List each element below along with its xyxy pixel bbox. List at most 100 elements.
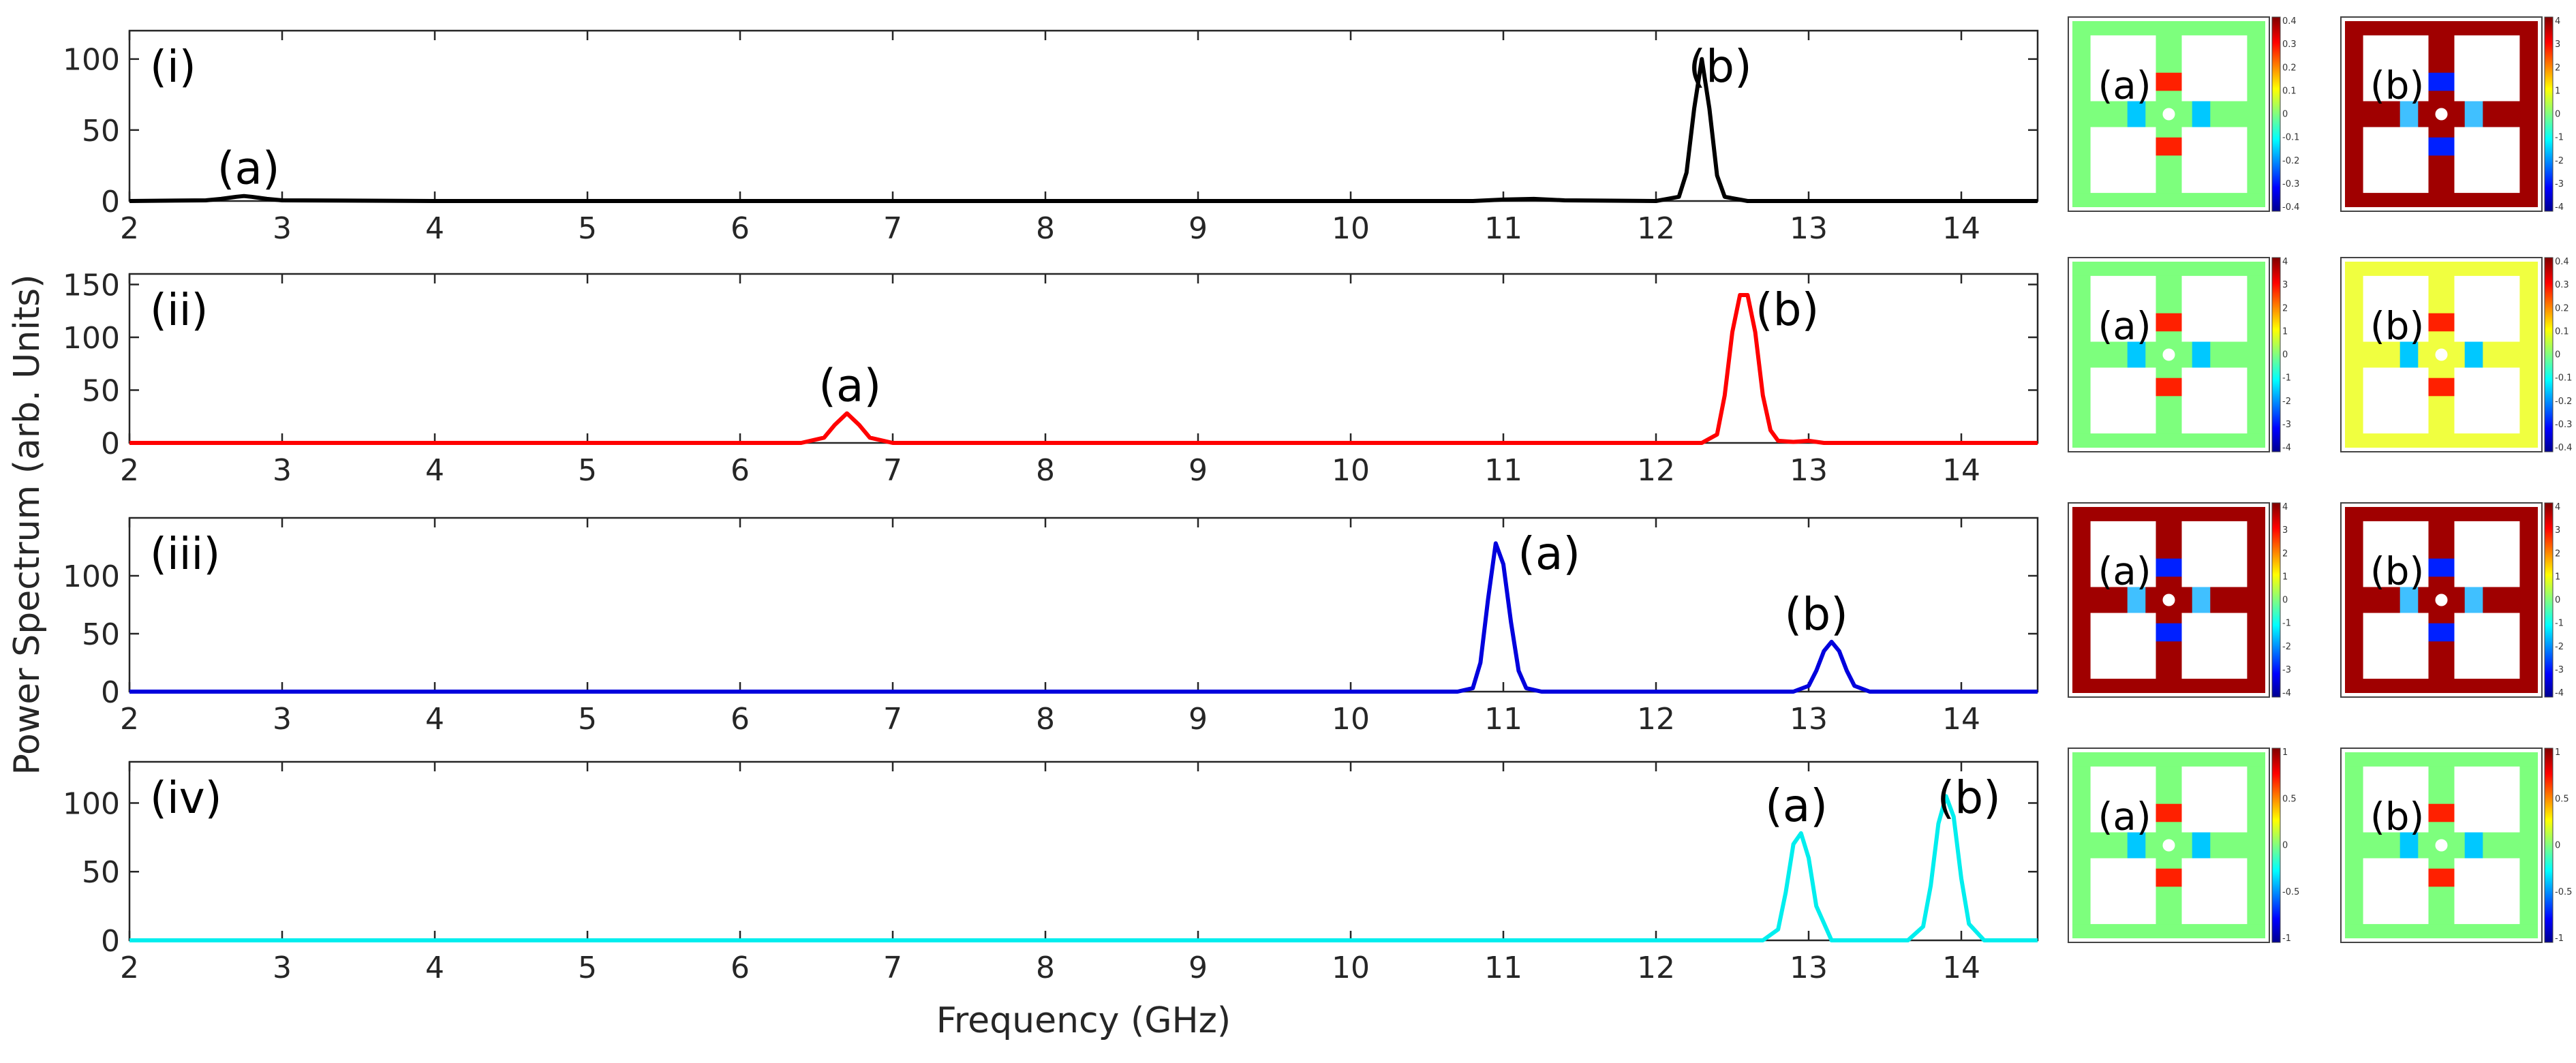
series-line	[129, 794, 2038, 942]
map-arm	[2072, 433, 2265, 448]
map-node	[2435, 108, 2448, 121]
x-tick-label: 7	[883, 702, 902, 737]
map-label: (a)	[2098, 795, 2151, 839]
map-arm	[2345, 193, 2538, 207]
colorbar-tick-label: -3	[2282, 420, 2291, 430]
colorbar-tick-label: -4	[2282, 688, 2291, 698]
colorbar-tick-label: -3	[2282, 665, 2291, 675]
x-tick-label: 7	[883, 453, 902, 488]
map-arm	[2072, 507, 2091, 693]
panel-label: (iii)	[150, 529, 220, 580]
map-arm	[2072, 21, 2091, 207]
map-node	[2162, 108, 2175, 121]
x-tick-label: 8	[1036, 702, 1055, 737]
map-lobe	[2156, 623, 2182, 642]
x-tick-label: 11	[1484, 951, 1522, 985]
map-arm	[2519, 507, 2538, 693]
mode-profile-map: (b) 0.4 0.3 0.2 0.1 0 -0.1 -0.2 -0.3 -0.4	[2340, 257, 2572, 453]
x-tick-label: 11	[1484, 453, 1522, 488]
colorbar-tick-label: 0.1	[2555, 326, 2569, 337]
peak-annotation: (a)	[1518, 527, 1580, 580]
mode-profile-map: (b) 4 3 2 1 0 -1 -2 -3 -4	[2340, 502, 2564, 698]
x-tick-label: 6	[731, 453, 750, 488]
map-label: (a)	[2098, 305, 2151, 349]
map-lobe	[2156, 72, 2182, 91]
map-lobe	[2464, 832, 2483, 859]
map-arm	[2072, 679, 2265, 693]
x-tick-label: 11	[1484, 211, 1522, 246]
map-arm	[2247, 21, 2265, 207]
colorbar-tick-label: 0.1	[2282, 86, 2297, 96]
colorbar-tick-label: -0.1	[2555, 373, 2572, 384]
map-arm	[2345, 752, 2538, 767]
map-arm	[2247, 752, 2265, 938]
map-lobe	[2156, 803, 2182, 822]
map-lobe	[2192, 341, 2211, 368]
y-tick-label: 150	[63, 268, 120, 303]
colorbar-tick-label: 1	[2555, 86, 2560, 96]
x-tick-label: 14	[1942, 951, 1980, 985]
x-tick-label: 6	[731, 211, 750, 246]
map-arm	[2345, 507, 2363, 693]
plot-frame	[128, 760, 2039, 942]
map-node	[2162, 594, 2175, 606]
x-tick-label: 4	[425, 951, 444, 985]
mode-profile-map: (b) 1 0.5 0 -0.5 -1	[2340, 748, 2572, 944]
colorbar-tick-label: 0.5	[2282, 794, 2297, 804]
x-tick-label: 11	[1484, 702, 1522, 737]
map-lobe	[2428, 558, 2455, 577]
colorbar-tick-label: 3	[2282, 280, 2288, 290]
map-lobe	[2399, 832, 2419, 859]
colorbar-tick-label: 0.2	[2282, 63, 2297, 73]
colorbar-tick-label: 2	[2282, 303, 2288, 313]
map-lobe	[2156, 868, 2182, 887]
map-arm	[2345, 752, 2363, 938]
y-tick-label: 50	[82, 855, 120, 890]
x-tick-label: 2	[120, 453, 139, 488]
colorbar-tick-label: -0.5	[2282, 887, 2299, 897]
colorbar-tick-label: 2	[2282, 549, 2288, 559]
map-arm	[2345, 679, 2538, 693]
map-arm	[2072, 193, 2265, 207]
map-arm	[2072, 507, 2265, 521]
map-label: (a)	[2098, 550, 2151, 594]
map-lobe	[2428, 868, 2455, 887]
colorbar-tick-label: 0	[2282, 350, 2288, 360]
colorbar	[2544, 16, 2554, 212]
colorbar-tick-label: -1	[2555, 934, 2564, 944]
x-tick-label: 14	[1942, 453, 1980, 488]
x-tick-label: 8	[1036, 951, 1055, 985]
colorbar-tick-label: -0.3	[2282, 179, 2299, 189]
x-tick-label: 4	[425, 211, 444, 246]
mode-profile-map: (b) 4 3 2 1 0 -1 -2 -3 -4	[2340, 16, 2564, 213]
y-tick-label: 100	[63, 43, 120, 78]
map-label: (b)	[2370, 305, 2424, 349]
x-tick-label: 13	[1790, 702, 1828, 737]
x-tick-label: 2	[120, 211, 139, 246]
x-tick-label: 5	[578, 951, 597, 985]
colorbar-tick-label: -2	[2555, 642, 2564, 652]
x-tick-label: 9	[1189, 211, 1208, 246]
colorbar-tick-label: -0.1	[2282, 133, 2299, 143]
map-arm	[2345, 924, 2538, 938]
map-lobe	[2399, 341, 2419, 368]
x-tick-label: 10	[1332, 211, 1370, 246]
map-arm	[2247, 262, 2265, 448]
map-lobe	[2192, 832, 2211, 859]
colorbar-tick-label: -1	[2282, 619, 2291, 629]
y-tick-label: 50	[82, 114, 120, 149]
map-label: (b)	[2370, 795, 2424, 839]
colorbar-tick-label: 0.3	[2282, 40, 2297, 50]
colorbar	[2271, 748, 2281, 943]
x-tick-label: 13	[1790, 453, 1828, 488]
map-lobe	[2127, 587, 2146, 613]
map-node	[2435, 839, 2448, 852]
colorbar	[2544, 502, 2554, 698]
peak-annotation: (a)	[1765, 780, 1828, 832]
colorbar-tick-label: -1	[2555, 619, 2564, 629]
map-arm	[2247, 507, 2265, 693]
y-tick-label: 100	[63, 559, 120, 594]
x-tick-label: 5	[578, 702, 597, 737]
colorbar-tick-label: 0	[2282, 110, 2288, 120]
